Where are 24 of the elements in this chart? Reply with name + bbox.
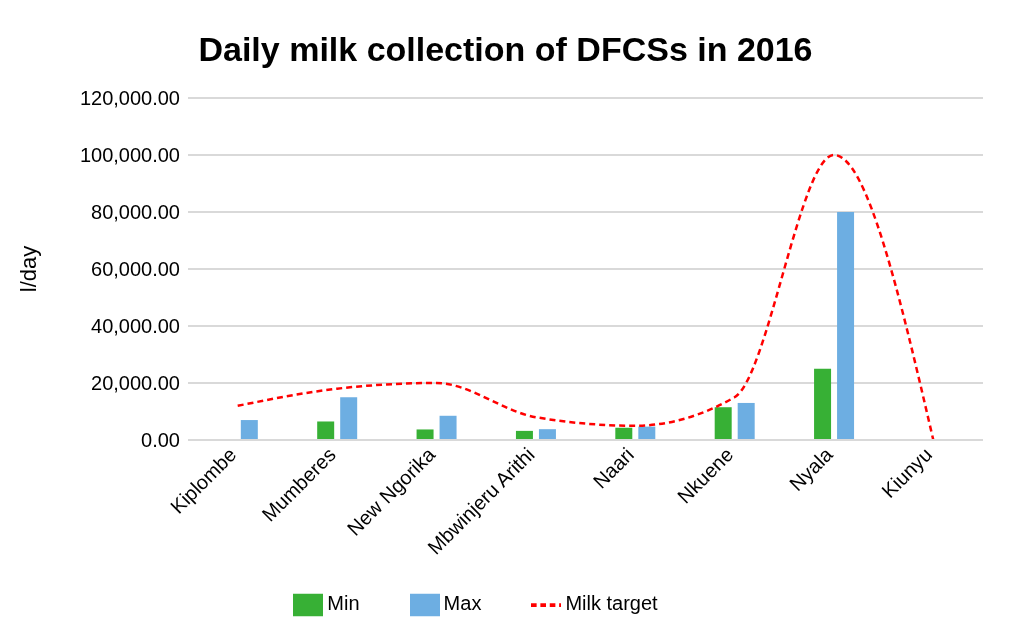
legend-label: Min	[327, 592, 360, 615]
line-series	[236, 153, 935, 440]
legend-label: Max	[443, 592, 482, 615]
y-tick-label: 20,000.00	[91, 372, 180, 395]
bar	[240, 420, 258, 440]
y-tick-label: 40,000.00	[91, 315, 180, 338]
bar	[814, 368, 832, 440]
bar	[737, 402, 755, 440]
bar	[439, 415, 457, 440]
y-tick-label: 60,000.00	[91, 258, 180, 281]
bar	[340, 397, 358, 440]
bar	[837, 212, 855, 440]
y-tick-label: 100,000.00	[79, 144, 180, 167]
bar	[416, 429, 434, 440]
bar	[714, 407, 732, 440]
y-tick-label: 80,000.00	[91, 201, 180, 224]
bar	[317, 421, 335, 440]
y-tick-label: 0.00	[141, 429, 180, 452]
y-axis-title: l/day	[15, 245, 41, 293]
bar	[615, 427, 633, 440]
y-tick-label: 120,000.00	[79, 87, 180, 110]
bar	[538, 429, 556, 440]
legend-label: Milk target	[565, 592, 658, 615]
chart-title: Daily milk collection of DFCSs in 2016	[198, 30, 813, 68]
